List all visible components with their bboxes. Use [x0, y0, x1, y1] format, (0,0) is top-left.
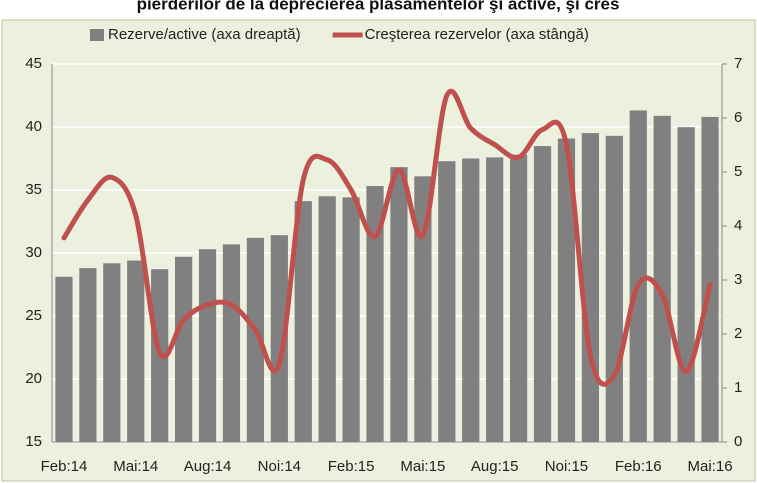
x-tick-label: Feb:15 — [328, 458, 375, 475]
bar — [198, 249, 217, 442]
y2-tick-label: 6 — [734, 109, 742, 126]
bar — [486, 157, 504, 443]
bar — [533, 146, 552, 442]
bar — [222, 244, 241, 442]
y2-tick-label: 2 — [734, 325, 742, 342]
bar — [438, 161, 456, 442]
y2-tick-label: 3 — [734, 271, 742, 288]
bar — [342, 197, 360, 442]
chart-title: pierderilor de la deprecierea plasamente… — [137, 0, 620, 13]
bar — [270, 235, 288, 442]
bar — [629, 110, 647, 442]
x-tick-label: Mai:14 — [113, 458, 158, 475]
bar — [79, 268, 97, 442]
y-tick-label: 30 — [25, 244, 42, 261]
line-series — [61, 88, 713, 387]
bar — [318, 196, 336, 442]
y-tick-label: 15 — [25, 433, 42, 450]
bar — [246, 237, 265, 442]
bar — [366, 186, 384, 442]
y-tick-label: 40 — [25, 118, 42, 135]
y2-tick-label: 7 — [734, 55, 742, 72]
x-tick-label: Aug:15 — [471, 458, 519, 475]
bar — [127, 260, 145, 442]
bar — [462, 158, 480, 442]
x-tick-label: Feb:14 — [41, 458, 88, 475]
y-tick-label: 35 — [25, 181, 42, 198]
legend-swatch — [90, 29, 104, 41]
x-tick-label: Aug:14 — [184, 458, 232, 475]
x-tick-label: Noi:14 — [258, 458, 301, 475]
bar — [605, 135, 623, 442]
y-tick-label: 20 — [25, 370, 42, 387]
x-tick-label: Mai:15 — [400, 458, 445, 475]
bar — [677, 127, 695, 443]
bar — [103, 263, 121, 442]
bar — [557, 138, 576, 442]
y2-tick-label: 0 — [734, 433, 742, 450]
legend-label: Creşterea rezervelor (axa stângă) — [365, 26, 589, 43]
x-tick-label: Feb:16 — [615, 458, 662, 475]
bar — [414, 176, 432, 442]
x-tick-label: Noi:15 — [545, 458, 588, 475]
y-tick-label: 25 — [25, 307, 42, 324]
bar — [509, 154, 528, 442]
y-tick-label: 45 — [25, 55, 42, 72]
y2-tick-label: 5 — [734, 163, 742, 180]
bar — [390, 167, 408, 442]
bar — [294, 201, 312, 442]
bar — [701, 116, 719, 443]
bar — [174, 256, 193, 442]
y2-tick-label: 4 — [734, 217, 742, 234]
x-tick-label: Mai:16 — [688, 458, 733, 475]
y2-tick-label: 1 — [734, 379, 742, 396]
bar — [55, 276, 73, 442]
bar — [653, 115, 671, 442]
legend-label: Rezerve/active (axa dreaptă) — [108, 26, 301, 43]
